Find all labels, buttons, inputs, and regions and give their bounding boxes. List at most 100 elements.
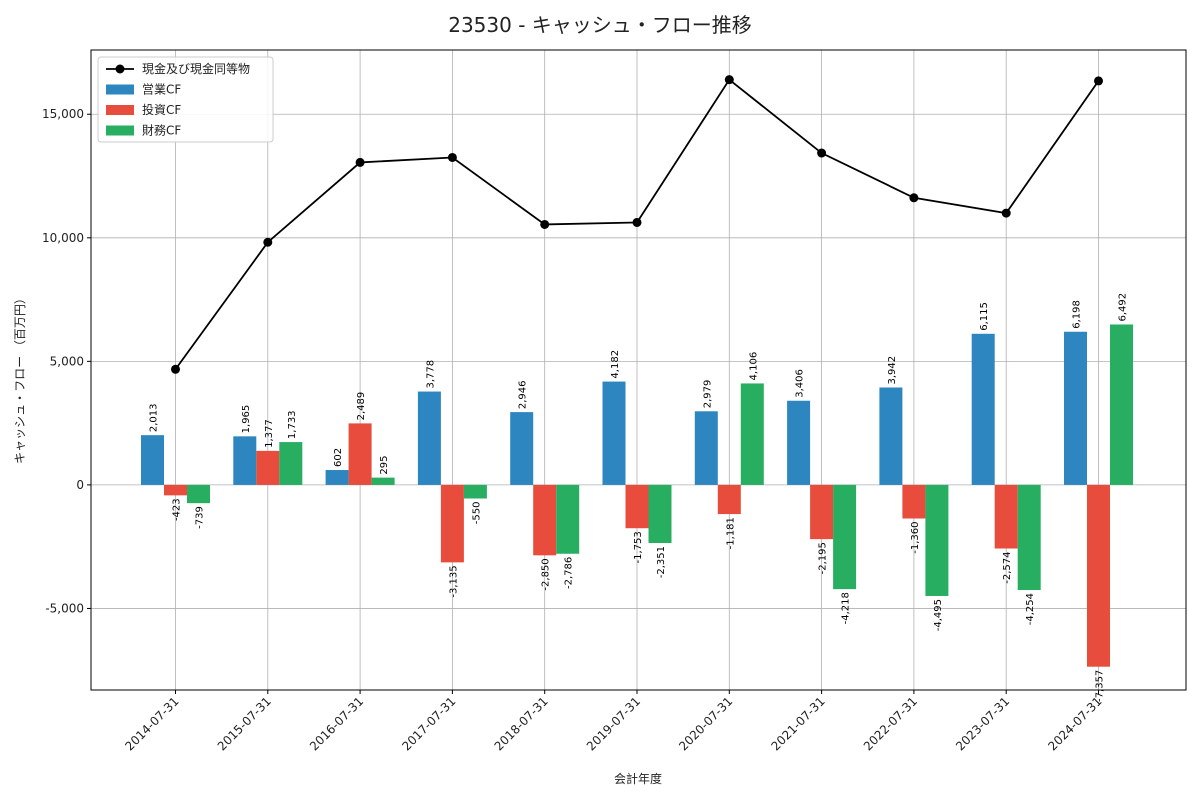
legend-label: 財務CF [142,123,181,138]
bar [833,484,857,590]
bar-value-label: 1,965 [241,405,252,434]
bar-value-label: -1,181 [725,517,736,549]
bar [717,484,741,515]
x-tick-label: 2023-07-31 [953,694,1012,753]
bar [463,484,487,499]
bar [694,411,718,485]
plot-frame [90,49,1187,691]
bar-value-label: 6,115 [979,302,990,331]
bar-value-label: -2,351 [656,546,667,578]
bar [164,484,187,496]
bar-value-label: -2,850 [541,558,552,590]
bar [625,484,649,529]
legend-label: 営業CF [142,83,181,97]
bar [325,470,349,485]
bar [371,477,395,485]
bar [648,484,672,543]
cash-line-point [171,364,180,374]
bar-value-label: -4,218 [841,592,852,624]
bar-value-label: -550 [471,501,482,524]
bar [187,484,210,504]
bar [510,412,534,485]
bar-value-label: -1,753 [633,531,644,563]
bar-value-label: 2,946 [518,380,529,409]
bar-value-label: 2,979 [702,380,713,409]
bars [141,324,1133,667]
legend-box [97,56,274,143]
bar-value-label: 2,489 [356,392,367,421]
cash-line [171,75,1103,374]
legend-label: 投資CF [142,102,181,117]
bar-value-label: 1,377 [264,419,275,448]
bar [810,484,834,540]
cash-line-point [263,237,273,247]
bar-value-label: 6,198 [1072,300,1083,329]
legend-bar-swatch [106,105,134,115]
bar [902,484,926,519]
y-tick-label: 0 [76,478,84,492]
cash-line-point [909,193,919,203]
y-axis-ticks: -5,000 0 5,000 10,000 15,000 [42,107,91,615]
y-tick-label: 10,000 [42,231,84,245]
y-tick-label: 5,000 [50,354,84,368]
x-tick-label: 2014-07-31 [122,694,181,753]
bar-value-label: -3,135 [448,565,459,597]
bar [879,387,903,485]
bar-value-label: 4,182 [610,350,621,379]
bar [440,484,464,563]
bar [141,435,164,485]
cash-line-point [540,219,550,229]
bar-value-label: 3,778 [425,360,436,389]
bar [533,484,557,556]
legend-marker [115,64,125,74]
cash-line-point [355,157,365,167]
x-tick-label: 2022-07-31 [861,694,920,753]
cash-line-point [447,152,457,162]
bar-value-label: 295 [379,456,390,475]
y-tick-label: -5,000 [45,601,84,615]
bar [556,484,580,554]
legend-bar-swatch [106,125,134,136]
chart-title: 23530 - キャッシュ・フロー推移 [448,13,752,37]
x-tick-label: 2017-07-31 [399,694,458,753]
bar [1017,484,1041,591]
bar-value-label: -739 [195,506,206,529]
bar [1064,331,1087,485]
x-tick-label: 2024-07-31 [1045,694,1104,753]
bar [348,423,372,485]
cash-line-point [724,75,734,85]
y-axis-label: キャッシュ・フロー （百万円） [13,292,27,464]
bar-value-label: 3,406 [795,369,806,398]
bar [233,436,257,485]
legend-label: 現金及び現金同等物 [142,61,250,76]
x-axis-ticks: 2014-07-31 2015-07-31 2016-07-31 2017-07-31… [122,690,1105,753]
x-axis-label: 会計年度 [614,771,662,786]
bar [256,450,280,485]
bar [994,484,1018,549]
grid [91,50,1186,690]
bar [740,383,764,485]
legend-bar-swatch [106,84,134,95]
bar [279,442,303,485]
bar-value-label: 2,013 [149,404,160,433]
bar [787,400,811,485]
bar-value-label: -7,357 [1095,670,1106,702]
bar-value-label: 1,733 [287,410,298,439]
bar-value-label: -2,574 [1002,552,1013,584]
x-tick-label: 2018-07-31 [492,694,551,753]
bar [602,381,626,485]
x-tick-label: 2016-07-31 [307,694,366,753]
bar-value-label: -2,786 [564,557,575,589]
bar [1087,484,1110,667]
bar [417,391,441,485]
bar-value-label: -4,495 [933,599,944,631]
bar-value-label: -423 [172,498,183,521]
bar [925,484,949,596]
cash-line-point [1001,208,1011,218]
bar-value-label: -2,195 [818,542,829,574]
y-tick-label: 15,000 [42,107,84,121]
bar-value-label: -1,360 [910,522,921,554]
bar [971,333,995,485]
